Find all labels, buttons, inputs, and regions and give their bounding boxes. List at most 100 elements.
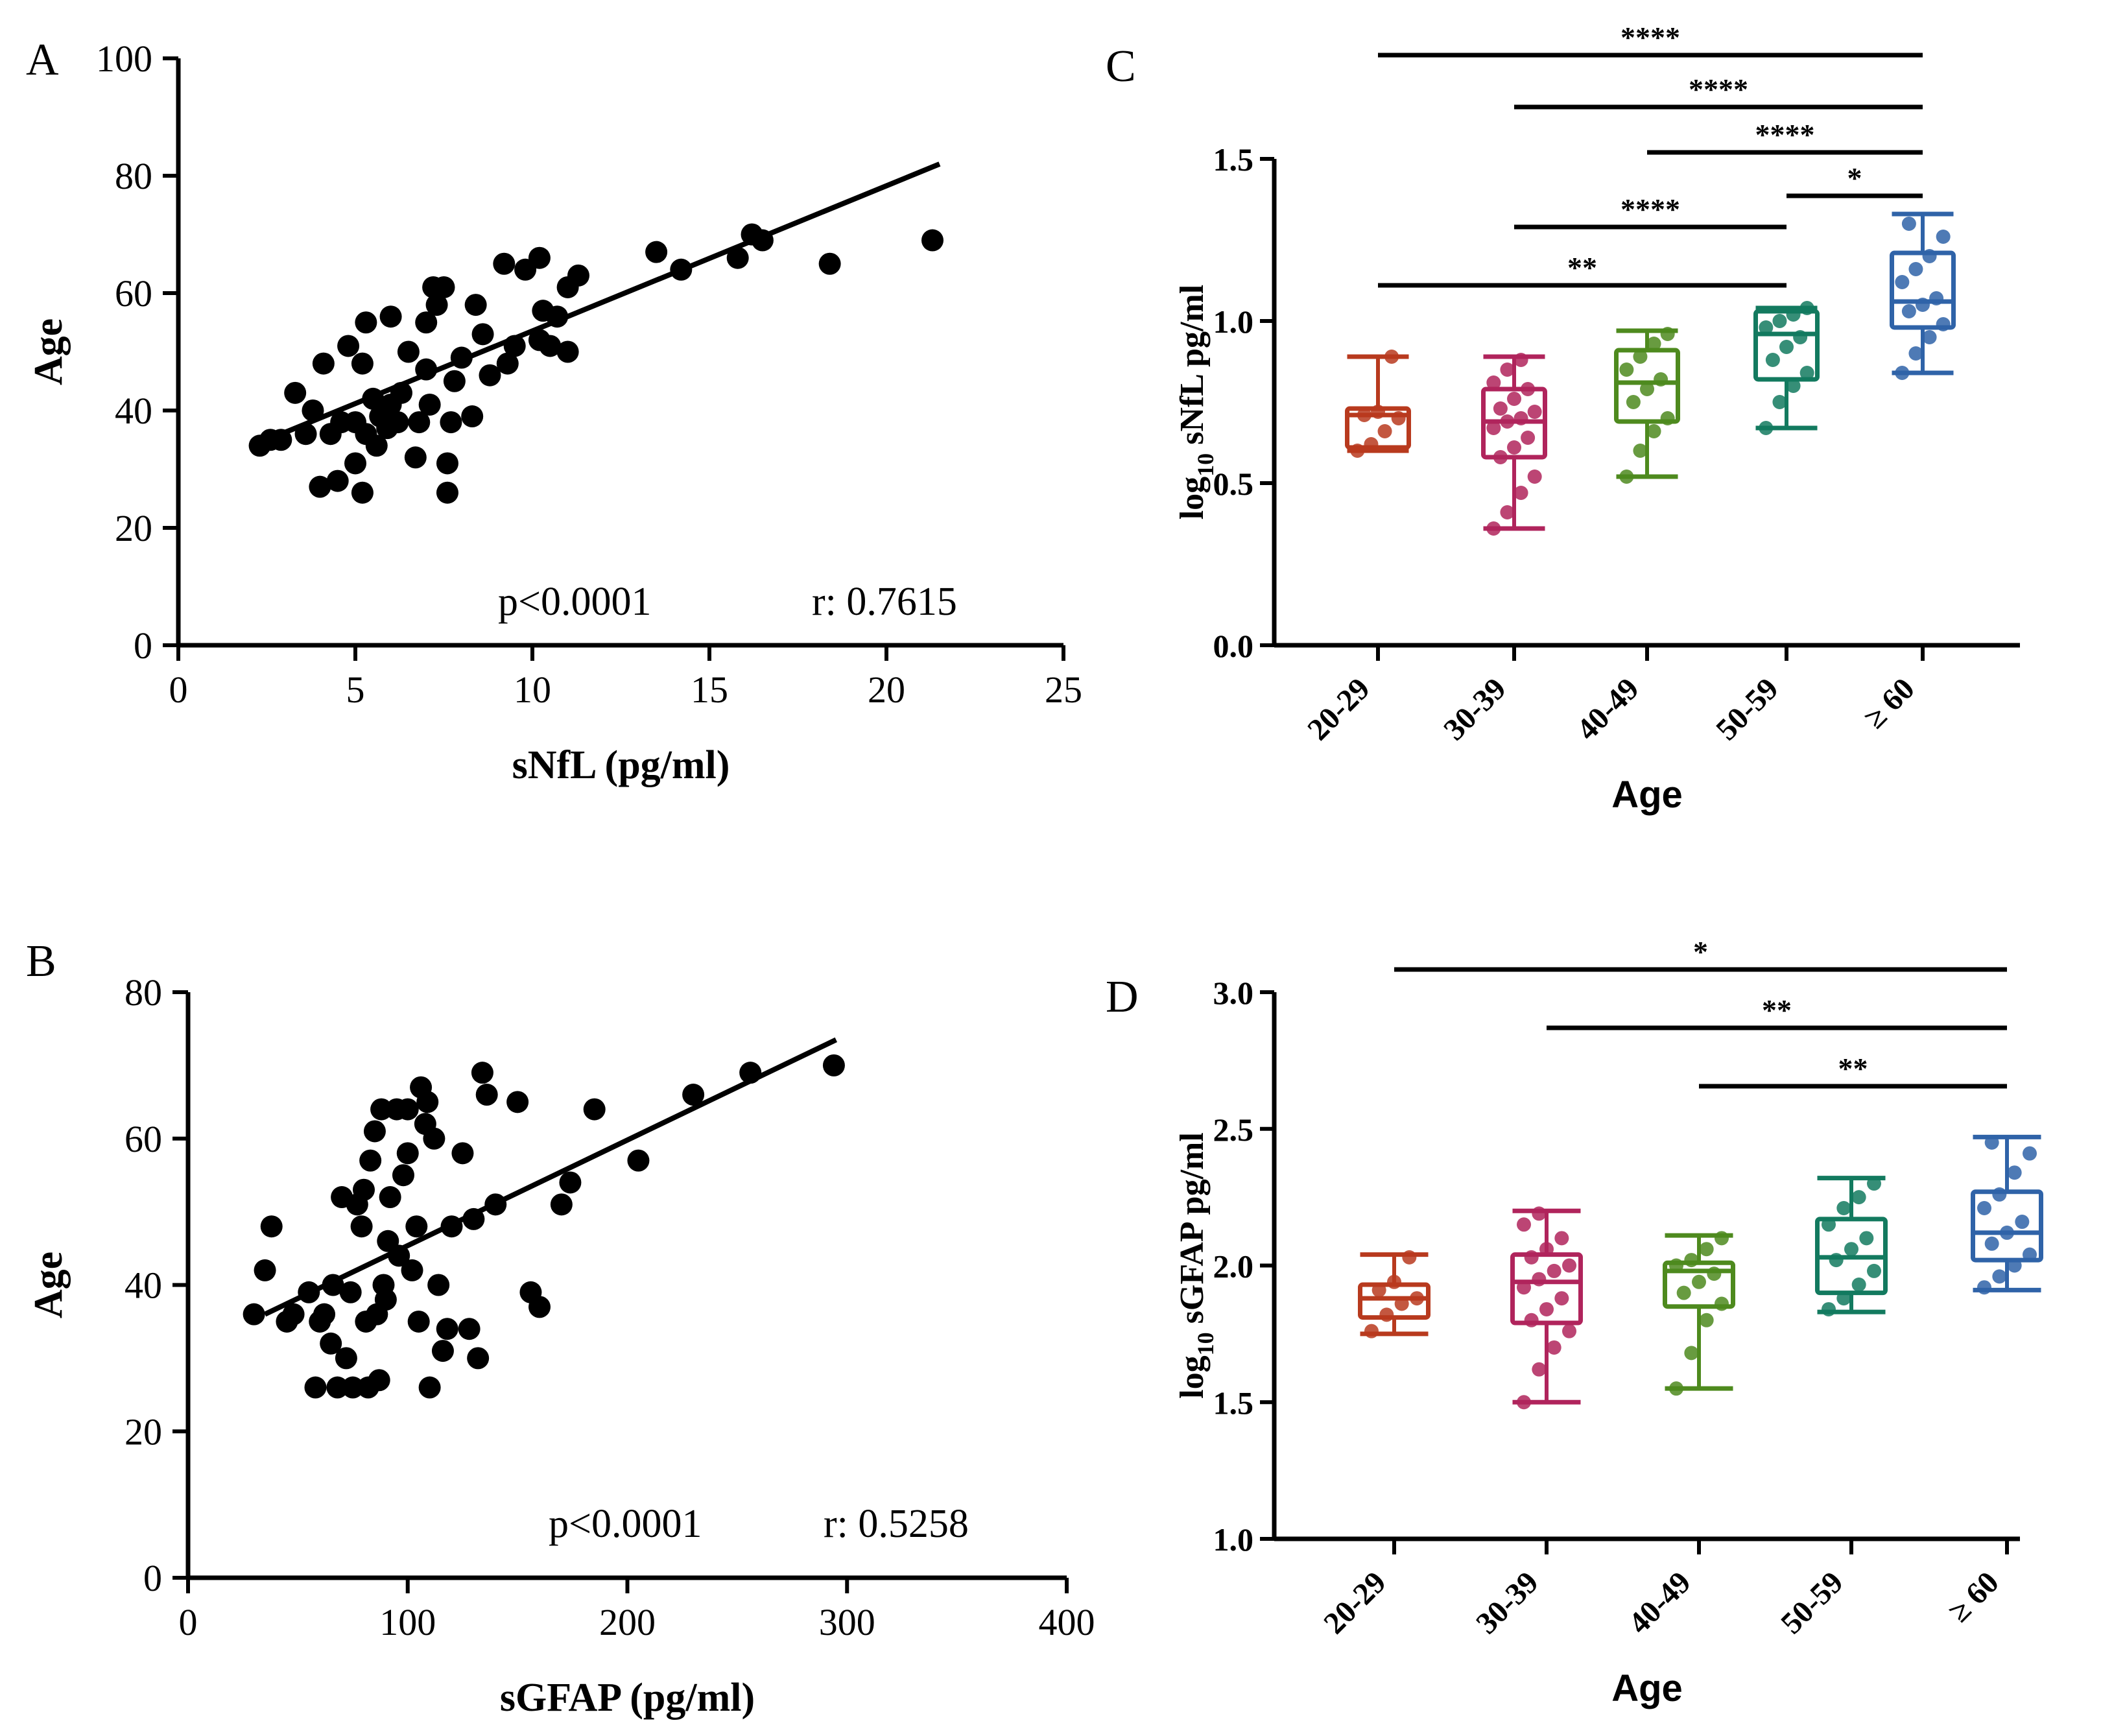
box-d-4 xyxy=(1815,1176,1888,1316)
data-point xyxy=(1514,353,1528,367)
scatter-point-b xyxy=(423,1127,445,1150)
data-point xyxy=(1936,230,1951,244)
data-point xyxy=(1684,1253,1699,1268)
scatter-point-b xyxy=(484,1193,507,1216)
y-tick-label-c: 1.5 xyxy=(1213,141,1254,178)
scatter-point-b xyxy=(392,1164,414,1187)
data-point xyxy=(1547,1263,1561,1278)
scatter-point-b xyxy=(467,1347,490,1370)
x-axis-label-a: sNfL (pg/ml) xyxy=(512,743,730,787)
data-point xyxy=(1984,1236,1999,1251)
box-c-2 xyxy=(1481,353,1547,536)
data-point xyxy=(1500,414,1515,429)
scatter-point-b xyxy=(396,1142,419,1165)
scatter-point-b xyxy=(506,1091,529,1113)
scatter-point-a xyxy=(404,446,427,469)
data-point xyxy=(1493,401,1508,416)
data-point xyxy=(1410,1291,1424,1306)
scatter-point-a xyxy=(443,370,466,392)
y-tick-label-c: 1.0 xyxy=(1213,303,1254,340)
data-point xyxy=(1793,330,1808,344)
data-point xyxy=(1799,366,1814,380)
data-point xyxy=(1699,1313,1714,1327)
data-point xyxy=(1640,382,1654,396)
y-axis-label-a: Age xyxy=(27,318,71,385)
scatter-point-b xyxy=(350,1215,373,1238)
panel-letter-b: B xyxy=(26,936,56,986)
scatter-point-a xyxy=(365,434,388,457)
data-point xyxy=(1524,1250,1539,1265)
data-point xyxy=(1684,1346,1699,1361)
data-point xyxy=(1851,1278,1866,1292)
scatter-point-b xyxy=(550,1193,573,1216)
box-c-5 xyxy=(1890,211,1956,380)
annotation-r-value-b: r: 0.5258 xyxy=(824,1502,969,1546)
data-point xyxy=(1786,379,1801,393)
data-point xyxy=(2007,1165,2022,1180)
x-tick-label-a: 5 xyxy=(346,669,365,711)
data-point xyxy=(1715,1231,1729,1246)
data-point xyxy=(1669,1381,1683,1396)
scatter-point-b xyxy=(427,1274,450,1296)
y-tick-label-b: 0 xyxy=(143,1557,162,1599)
x-tick-label-b: 0 xyxy=(179,1601,198,1643)
scatter-point-a xyxy=(344,452,366,475)
scatter-point-b xyxy=(627,1149,650,1172)
x-tick-label-a: 10 xyxy=(514,669,551,711)
scatter-point-b xyxy=(298,1281,320,1303)
scatter-point-b xyxy=(374,1289,397,1311)
data-point xyxy=(1364,1324,1379,1338)
y-tick-label-a: 60 xyxy=(115,272,152,315)
data-point xyxy=(1759,320,1774,335)
data-point xyxy=(1646,424,1661,438)
data-point xyxy=(1554,1291,1569,1306)
data-point xyxy=(1547,1340,1561,1355)
data-point xyxy=(1521,431,1536,445)
data-point xyxy=(1692,1274,1706,1289)
y-tick-label-b: 80 xyxy=(125,971,162,1014)
data-point xyxy=(1507,440,1521,455)
scatter-point-b xyxy=(451,1142,474,1165)
scatter-point-a xyxy=(337,335,360,357)
scatter-point-a xyxy=(464,294,487,316)
significance-label-c: **** xyxy=(1620,21,1680,54)
x-axis-label-d: Age xyxy=(1611,1667,1683,1709)
scatter-point-b xyxy=(339,1281,362,1303)
scatter-point-b xyxy=(370,1098,393,1121)
y-tick-label-b: 60 xyxy=(125,1118,162,1160)
data-point xyxy=(1633,350,1648,364)
data-point xyxy=(2023,1247,2037,1262)
data-point xyxy=(1765,353,1780,367)
scatter-point-a xyxy=(436,481,458,504)
data-point xyxy=(2023,1146,2037,1161)
data-point xyxy=(1822,1217,1836,1232)
y-tick-label-c: 0.5 xyxy=(1213,466,1254,502)
scatter-point-a xyxy=(921,229,944,252)
scatter-point-a xyxy=(302,399,324,422)
y-axis-label-text-c: sNfL pg/ml xyxy=(1174,285,1211,453)
data-point xyxy=(1517,1280,1531,1295)
data-point xyxy=(1517,1395,1531,1410)
data-point xyxy=(1772,395,1787,409)
data-point xyxy=(1992,1187,2007,1202)
data-point xyxy=(1901,304,1916,318)
data-point xyxy=(1646,337,1661,351)
scatter-point-b xyxy=(407,1310,430,1333)
data-point xyxy=(2015,1215,2030,1230)
data-point xyxy=(1532,1206,1547,1221)
scatter-point-a xyxy=(450,346,473,369)
box-c-3 xyxy=(1614,327,1680,484)
data-point xyxy=(1562,1258,1576,1273)
panel-letter-d: D xyxy=(1106,972,1139,1022)
x-tick-label-b: 400 xyxy=(1039,1601,1095,1643)
data-point xyxy=(1619,363,1634,377)
scatter-point-b xyxy=(475,1084,498,1106)
scatter-point-b xyxy=(471,1062,493,1084)
data-point xyxy=(1371,1283,1386,1298)
data-point xyxy=(1539,1242,1554,1257)
data-point xyxy=(1844,1242,1858,1257)
data-point xyxy=(1759,421,1774,435)
scatter-point-a xyxy=(294,423,317,446)
data-point xyxy=(1493,450,1508,464)
